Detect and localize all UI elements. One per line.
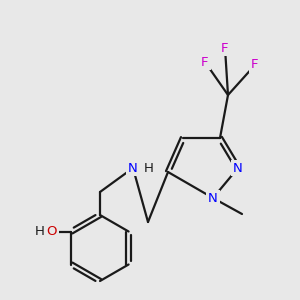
Text: H: H xyxy=(34,225,44,238)
Text: N: N xyxy=(208,191,218,205)
Text: F: F xyxy=(221,41,229,55)
Text: F: F xyxy=(201,56,209,68)
Text: O: O xyxy=(46,225,57,238)
Text: N: N xyxy=(128,161,138,175)
Text: N: N xyxy=(233,161,243,175)
Text: H: H xyxy=(144,163,154,176)
Text: F: F xyxy=(251,58,259,71)
